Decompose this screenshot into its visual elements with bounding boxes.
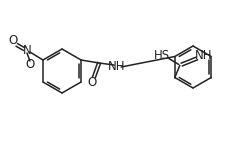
Text: HS: HS [153, 49, 169, 62]
Text: O: O [87, 75, 96, 88]
Text: O: O [8, 34, 17, 47]
Text: O: O [25, 58, 35, 71]
Text: NH: NH [108, 60, 125, 73]
Text: NH: NH [194, 49, 212, 62]
Text: N: N [22, 43, 31, 56]
